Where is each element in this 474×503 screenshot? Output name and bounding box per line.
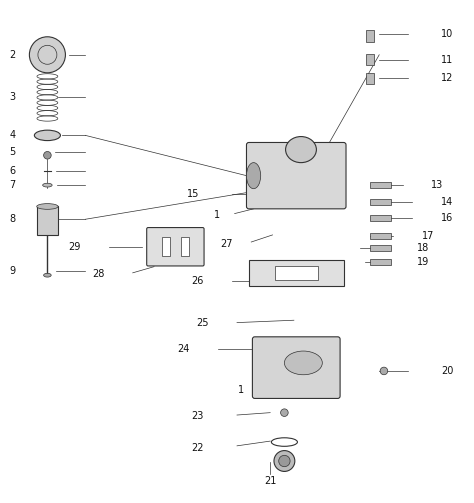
Ellipse shape [285, 136, 316, 162]
Text: 24: 24 [177, 344, 190, 354]
Bar [181, 237, 189, 256]
Ellipse shape [43, 183, 52, 187]
Text: 12: 12 [441, 73, 453, 83]
Text: 29: 29 [68, 242, 81, 252]
Text: 11: 11 [441, 54, 453, 64]
Text: 4: 4 [9, 130, 16, 140]
FancyBboxPatch shape [370, 245, 391, 251]
Bar [275, 266, 318, 280]
Text: 3: 3 [9, 93, 16, 103]
Text: 23: 23 [191, 411, 204, 422]
Text: 25: 25 [196, 317, 209, 327]
Ellipse shape [37, 204, 58, 209]
Ellipse shape [44, 273, 51, 277]
FancyBboxPatch shape [366, 73, 374, 84]
FancyBboxPatch shape [370, 199, 391, 205]
Text: 5: 5 [9, 147, 16, 157]
Text: 14: 14 [441, 197, 453, 207]
Text: 15: 15 [187, 189, 199, 199]
FancyBboxPatch shape [366, 30, 374, 42]
Text: 22: 22 [191, 443, 204, 453]
Text: 7: 7 [9, 180, 16, 190]
Text: 16: 16 [441, 213, 453, 223]
Text: 21: 21 [264, 476, 276, 486]
FancyBboxPatch shape [370, 233, 391, 239]
Text: 1: 1 [214, 210, 220, 219]
Text: 9: 9 [9, 267, 16, 277]
Circle shape [29, 37, 65, 73]
FancyBboxPatch shape [252, 337, 340, 398]
Circle shape [380, 367, 388, 375]
FancyBboxPatch shape [370, 259, 391, 265]
Ellipse shape [35, 130, 61, 140]
FancyBboxPatch shape [370, 182, 391, 188]
Text: 27: 27 [220, 239, 232, 249]
FancyBboxPatch shape [366, 54, 374, 65]
FancyBboxPatch shape [147, 227, 204, 266]
Text: 13: 13 [431, 180, 444, 190]
Text: 2: 2 [9, 50, 16, 60]
Text: 6: 6 [9, 166, 16, 176]
Circle shape [279, 455, 290, 467]
FancyBboxPatch shape [370, 215, 391, 221]
Ellipse shape [284, 351, 322, 375]
Text: 17: 17 [422, 231, 434, 241]
Circle shape [44, 151, 51, 159]
Text: 1: 1 [238, 385, 244, 395]
Text: 26: 26 [191, 276, 204, 286]
Text: 10: 10 [441, 29, 453, 39]
Circle shape [274, 451, 295, 471]
Text: 8: 8 [9, 214, 16, 224]
FancyBboxPatch shape [37, 206, 58, 235]
Ellipse shape [246, 162, 261, 189]
Bar [162, 237, 170, 256]
Circle shape [281, 409, 288, 416]
Text: 20: 20 [441, 366, 453, 376]
Text: 19: 19 [417, 257, 429, 267]
FancyBboxPatch shape [246, 142, 346, 209]
FancyBboxPatch shape [249, 260, 344, 286]
Text: 28: 28 [92, 269, 104, 279]
Text: 18: 18 [417, 243, 429, 253]
